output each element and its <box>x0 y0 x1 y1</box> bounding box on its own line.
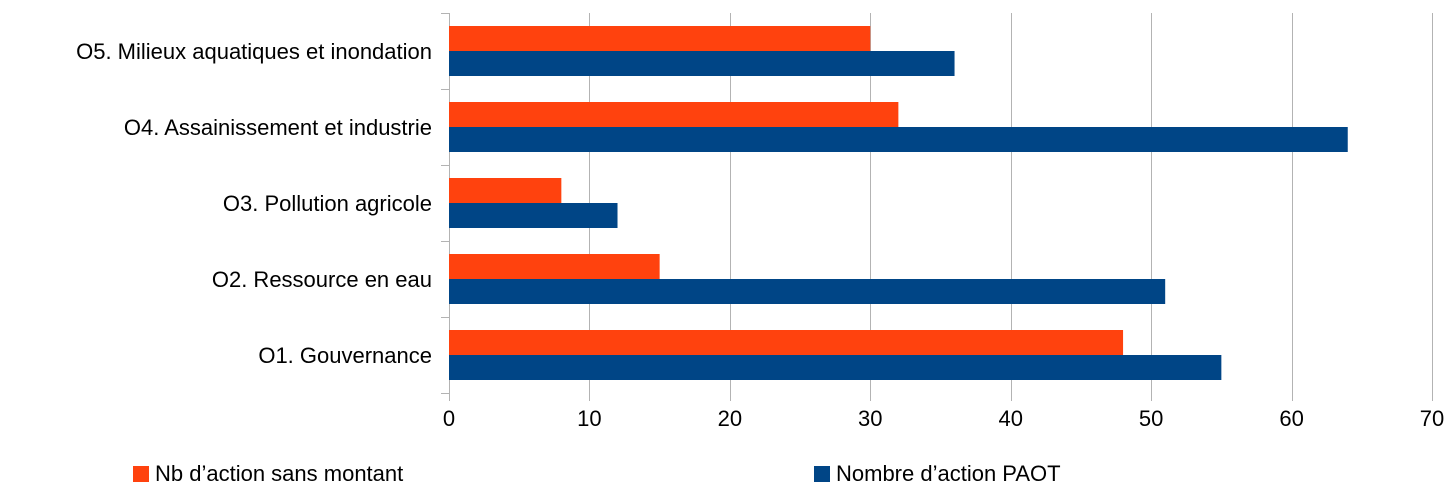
bar-paot <box>449 203 618 228</box>
y-category-label: O3. Pollution agricole <box>223 191 432 216</box>
bar-paot <box>449 127 1348 152</box>
x-tick-label: 0 <box>443 406 455 431</box>
y-category-label: O4. Assainissement et industrie <box>124 115 432 140</box>
legend-swatch-series-1 <box>133 466 149 482</box>
bar-sans-montant <box>449 102 899 127</box>
x-tick-label: 70 <box>1420 406 1444 431</box>
y-category-label: O5. Milieux aquatiques et inondation <box>76 39 432 64</box>
x-tick-label: 10 <box>577 406 601 431</box>
legend-item-series-2: Nombre d’action PAOT <box>814 461 1061 487</box>
legend-swatch-series-2 <box>814 466 830 482</box>
legend-item-series-1: Nb d’action sans montant <box>133 461 403 487</box>
bar-sans-montant <box>449 254 660 279</box>
bar-sans-montant <box>449 26 871 51</box>
x-tick-label: 50 <box>1139 406 1163 431</box>
y-category-label: O2. Ressource en eau <box>212 267 432 292</box>
x-tick-label: 60 <box>1279 406 1303 431</box>
bar-paot <box>449 279 1166 304</box>
y-category-label: O1. Gouvernance <box>258 343 432 368</box>
bar-paot <box>449 51 955 76</box>
bar-sans-montant <box>449 330 1124 355</box>
legend-label-series-1: Nb d’action sans montant <box>155 461 404 486</box>
x-tick-label: 20 <box>718 406 742 431</box>
bar-paot <box>449 355 1222 380</box>
x-tick-label: 40 <box>998 406 1022 431</box>
bar-sans-montant <box>449 178 562 203</box>
legend-label-series-2: Nombre d’action PAOT <box>836 461 1061 486</box>
x-tick-label: 30 <box>858 406 882 431</box>
